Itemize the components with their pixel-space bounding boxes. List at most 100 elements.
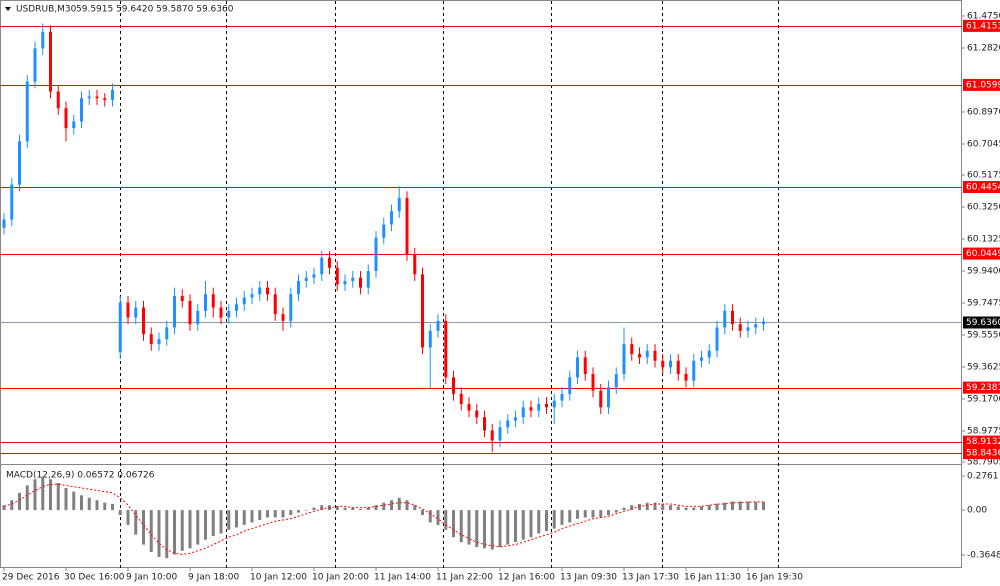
candle-body: [459, 393, 463, 404]
candle-body: [583, 357, 587, 375]
macd-bar: [343, 507, 347, 511]
macd-bar: [428, 510, 432, 523]
candle-body: [521, 407, 525, 418]
level-label-box: [963, 181, 1000, 194]
macd-bar: [390, 500, 393, 511]
macd-bar: [382, 502, 386, 511]
macd-bar: [41, 476, 45, 511]
macd-bar: [537, 510, 541, 534]
macd-bar: [700, 506, 703, 511]
macd-bar: [483, 510, 486, 549]
candle-body: [359, 277, 362, 288]
level-label: 61.0599: [966, 80, 1000, 90]
candle-body: [428, 330, 432, 348]
macd-bar: [204, 510, 207, 540]
macd-bar: [552, 510, 556, 529]
macd-bar: [10, 500, 14, 511]
plot-frame: [0, 0, 962, 568]
candle-body: [405, 197, 409, 255]
macd-bar: [304, 510, 308, 511]
macd-bar: [374, 505, 378, 511]
macd-bar: [622, 507, 626, 511]
macd-bar: [452, 510, 455, 538]
current-price-box: [963, 316, 1000, 329]
macd-bar: [235, 510, 238, 528]
macd-bar: [692, 507, 696, 511]
candle-body: [33, 48, 37, 82]
candle-body: [312, 274, 316, 278]
candle-body: [700, 357, 703, 361]
macd-bar: [33, 479, 37, 511]
y-tick-label: 60.8970: [967, 107, 1000, 117]
macd-bar: [669, 505, 672, 511]
level-label-box: [963, 447, 1000, 460]
x-tick-label: 16 Jan 19:30: [746, 573, 803, 583]
macd-bar: [762, 502, 765, 511]
macd-bar: [149, 510, 153, 552]
candle-body: [149, 334, 153, 345]
candle-body: [242, 297, 246, 305]
candle-body: [490, 430, 494, 441]
macd-bar: [707, 505, 711, 511]
candle-body: [196, 310, 200, 325]
macd-bar: [521, 510, 525, 540]
macd-bar: [684, 507, 688, 511]
macd-bar: [64, 487, 68, 511]
macd-bar: [731, 501, 734, 511]
macd-bar: [2, 505, 6, 511]
candle-body: [219, 307, 223, 318]
macd-bar: [529, 510, 533, 538]
level-label: 59.2381: [966, 383, 1000, 393]
candle-body: [614, 374, 618, 388]
candle-body: [622, 344, 626, 375]
level-label: 60.4454: [966, 183, 1000, 193]
candle-body: [374, 237, 378, 272]
candle-body: [483, 417, 486, 431]
y-tick-label: 58.7905: [967, 458, 1000, 468]
x-tick-label: 10 Jan 12:00: [250, 573, 307, 583]
candle-body: [281, 314, 285, 321]
candle-body: [397, 197, 401, 212]
macd-bar: [335, 506, 339, 511]
macd-title: MACD(12,26,9) 0.06572 0.06726: [6, 471, 155, 481]
macd-bar: [405, 500, 409, 511]
candle-body: [111, 89, 114, 100]
macd-bar: [498, 510, 502, 548]
macd-bar: [754, 501, 758, 511]
macd-bar: [266, 510, 269, 518]
candle-body: [607, 387, 610, 408]
macd-bar: [661, 503, 665, 511]
macd-bar: [211, 510, 215, 536]
candle-body: [707, 350, 711, 358]
macd-bar: [49, 479, 52, 511]
y-tick-label: 59.5550: [967, 330, 1000, 340]
candle-body: [250, 294, 254, 298]
candle-body: [289, 294, 293, 321]
candle-body: [421, 274, 424, 348]
menu-arrow: [5, 7, 11, 11]
macd-bar: [72, 491, 76, 511]
macd-bar: [591, 510, 595, 518]
macd-bar: [676, 506, 680, 511]
macd-bar: [126, 510, 130, 525]
candle-body: [180, 295, 184, 301]
candle-body: [366, 271, 370, 288]
macd-bar: [250, 510, 254, 523]
candle-body: [537, 403, 541, 411]
x-tick-label: 11 Jan 14:00: [374, 573, 431, 583]
macd-bar: [111, 503, 114, 511]
candle-body: [390, 211, 393, 225]
candle-body: [211, 294, 215, 308]
candle-body: [80, 98, 83, 122]
candle-body: [638, 354, 641, 358]
macd-bar: [196, 510, 200, 545]
candle-body: [64, 108, 68, 129]
candle-body: [118, 302, 122, 353]
macd-bar: [281, 510, 285, 518]
candle-body: [328, 257, 331, 268]
candle-body: [157, 339, 161, 345]
candle-body: [498, 427, 502, 441]
